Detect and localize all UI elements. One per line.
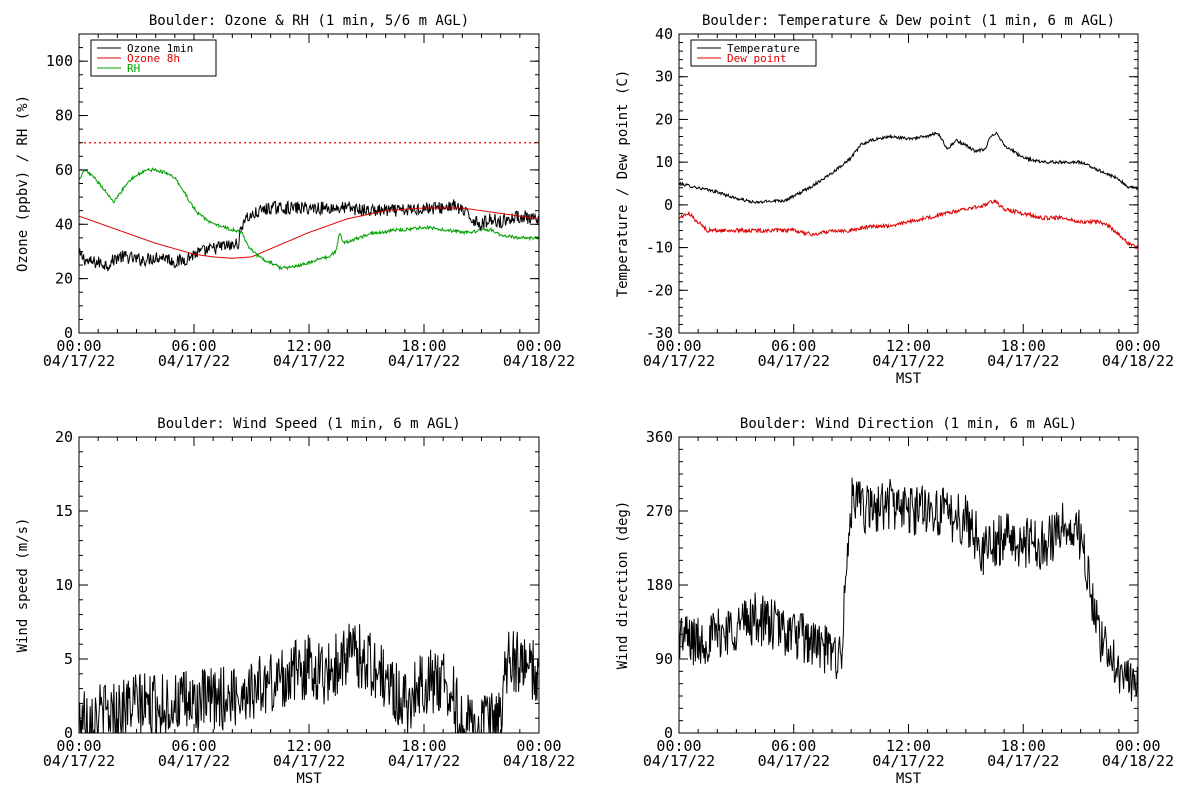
x-tick-label-date: 04/17/22 [987,352,1059,370]
y-axis-label: Temperature / Dew point (C) [615,70,631,298]
x-axis-label: MST [296,771,322,787]
x-tick-label-time: 12:00 [286,337,331,355]
plot-frame [78,436,540,734]
x-tick-label-date: 04/17/22 [987,752,1059,770]
x-tick-label-time: 00:00 [56,737,101,755]
wspd-series-line [79,623,539,733]
x-tick-label-date: 04/18/22 [1102,752,1174,770]
dew-point-series-line [679,199,1138,250]
x-tick-label-time: 06:00 [171,337,216,355]
x-tick-label-time: 00:00 [1115,737,1160,755]
x-tick-label-date: 04/17/22 [43,752,115,770]
x-axis-label: MST [896,371,922,387]
plot-frame [678,436,1139,734]
panel-wind-speed: Boulder: Wind Speed (1 min, 6 m AGL) 0 5 10… [15,416,575,787]
x-tick-label-date: 04/17/22 [758,752,830,770]
x-tick-label-time: 00:00 [56,337,101,355]
x-tick-label-time: 00:00 [516,337,561,355]
wdir-series-line [679,477,1138,702]
y-tick-label: 20 [55,270,73,288]
y-tick-label: 40 [655,25,673,43]
x-tick-label-date: 04/18/22 [1102,352,1174,370]
x-tick-label-date: 04/17/22 [43,352,115,370]
x-tick-label-time: 18:00 [401,737,446,755]
x-tick-label-date: 04/17/22 [158,752,230,770]
y-tick-label: 20 [655,110,673,128]
y-tick-label: 90 [655,650,673,668]
y-axis-label: Wind speed (m/s) [15,518,31,653]
plot-frame [678,33,1139,334]
x-tick-label-date: 04/18/22 [503,752,575,770]
x-tick-label-date: 04/18/22 [503,352,575,370]
y-tick-label: -30 [646,324,673,342]
x-tick-label-time: 00:00 [1115,337,1160,355]
y-tick-label: 20 [55,428,73,446]
y-tick-label: 0 [64,724,73,742]
x-tick-label-time: 00:00 [656,737,701,755]
y-tick-label: 180 [646,576,673,594]
y-tick-label: 10 [655,153,673,171]
chart-title: Boulder: Temperature & Dew point (1 min,… [702,13,1115,29]
y-tick-label: 5 [64,650,73,668]
x-tick-label-time: 12:00 [286,737,331,755]
y-tick-label: 80 [55,107,73,125]
plot-frame [78,33,540,334]
y-tick-label: 40 [55,215,73,233]
y-tick-label: -10 [646,239,673,257]
y-tick-label: 360 [646,428,673,446]
legend-label: Ozone 1min [127,42,193,55]
x-axis-label: MST [896,771,922,787]
x-tick-label-date: 04/17/22 [388,752,460,770]
ozone-1min-series-line [79,199,539,272]
y-tick-label: 15 [55,502,73,520]
panel-wind-direction: Boulder: Wind Direction (1 min, 6 m AGL)… [615,416,1174,787]
x-tick-label-time: 06:00 [771,737,816,755]
chart-title: Boulder: Wind Direction (1 min, 6 m AGL) [740,416,1077,432]
y-axis-label: Wind direction (deg) [615,501,631,670]
panel-ozone-rh: Boulder: Ozone & RH (1 min, 5/6 m AGL) 0 2… [15,13,575,370]
y-tick-label: -20 [646,281,673,299]
x-tick-label-time: 06:00 [771,337,816,355]
y-tick-label: 0 [664,196,673,214]
legend-label: Ozone 8h [127,52,180,65]
y-tick-label: 270 [646,502,673,520]
x-tick-label-date: 04/17/22 [273,352,345,370]
legend-label: RH [127,62,140,75]
x-tick-label-time: 18:00 [1001,737,1046,755]
x-tick-label-date: 04/17/22 [643,752,715,770]
x-tick-label-time: 18:00 [1001,337,1046,355]
y-axis-label: Ozone (ppbv) / RH (%) [15,95,31,272]
x-tick-label-date: 04/17/22 [388,352,460,370]
chart-title: Boulder: Ozone & RH (1 min, 5/6 m AGL) [149,13,469,29]
ozone-8h-series-line [79,207,539,259]
x-tick-label-time: 00:00 [656,337,701,355]
y-tick-label: 100 [46,52,73,70]
x-tick-label-date: 04/17/22 [872,752,944,770]
x-tick-label-time: 06:00 [171,737,216,755]
y-tick-label: 30 [655,68,673,86]
y-tick-label: 0 [64,324,73,342]
x-tick-label-date: 04/17/22 [758,352,830,370]
legend-label: Temperature [727,42,800,55]
y-tick-label: 60 [55,161,73,179]
legend-label: Dew point [727,52,787,65]
x-tick-label-time: 12:00 [886,337,931,355]
panel-temperature-dewpoint: Boulder: Temperature & Dew point (1 min,… [615,13,1174,387]
rh-series-line [79,167,539,271]
temperature-series-line [679,131,1138,204]
x-tick-label-time: 00:00 [516,737,561,755]
chart-title: Boulder: Wind Speed (1 min, 6 m AGL) [157,416,460,432]
x-tick-label-date: 04/17/22 [643,352,715,370]
x-tick-label-time: 18:00 [401,337,446,355]
legend-box [690,39,817,67]
x-tick-label-date: 04/17/22 [872,352,944,370]
y-tick-label: 0 [664,724,673,742]
y-tick-label: 10 [55,576,73,594]
x-tick-label-date: 04/17/22 [158,352,230,370]
x-tick-label-date: 04/17/22 [273,752,345,770]
x-tick-label-time: 12:00 [886,737,931,755]
